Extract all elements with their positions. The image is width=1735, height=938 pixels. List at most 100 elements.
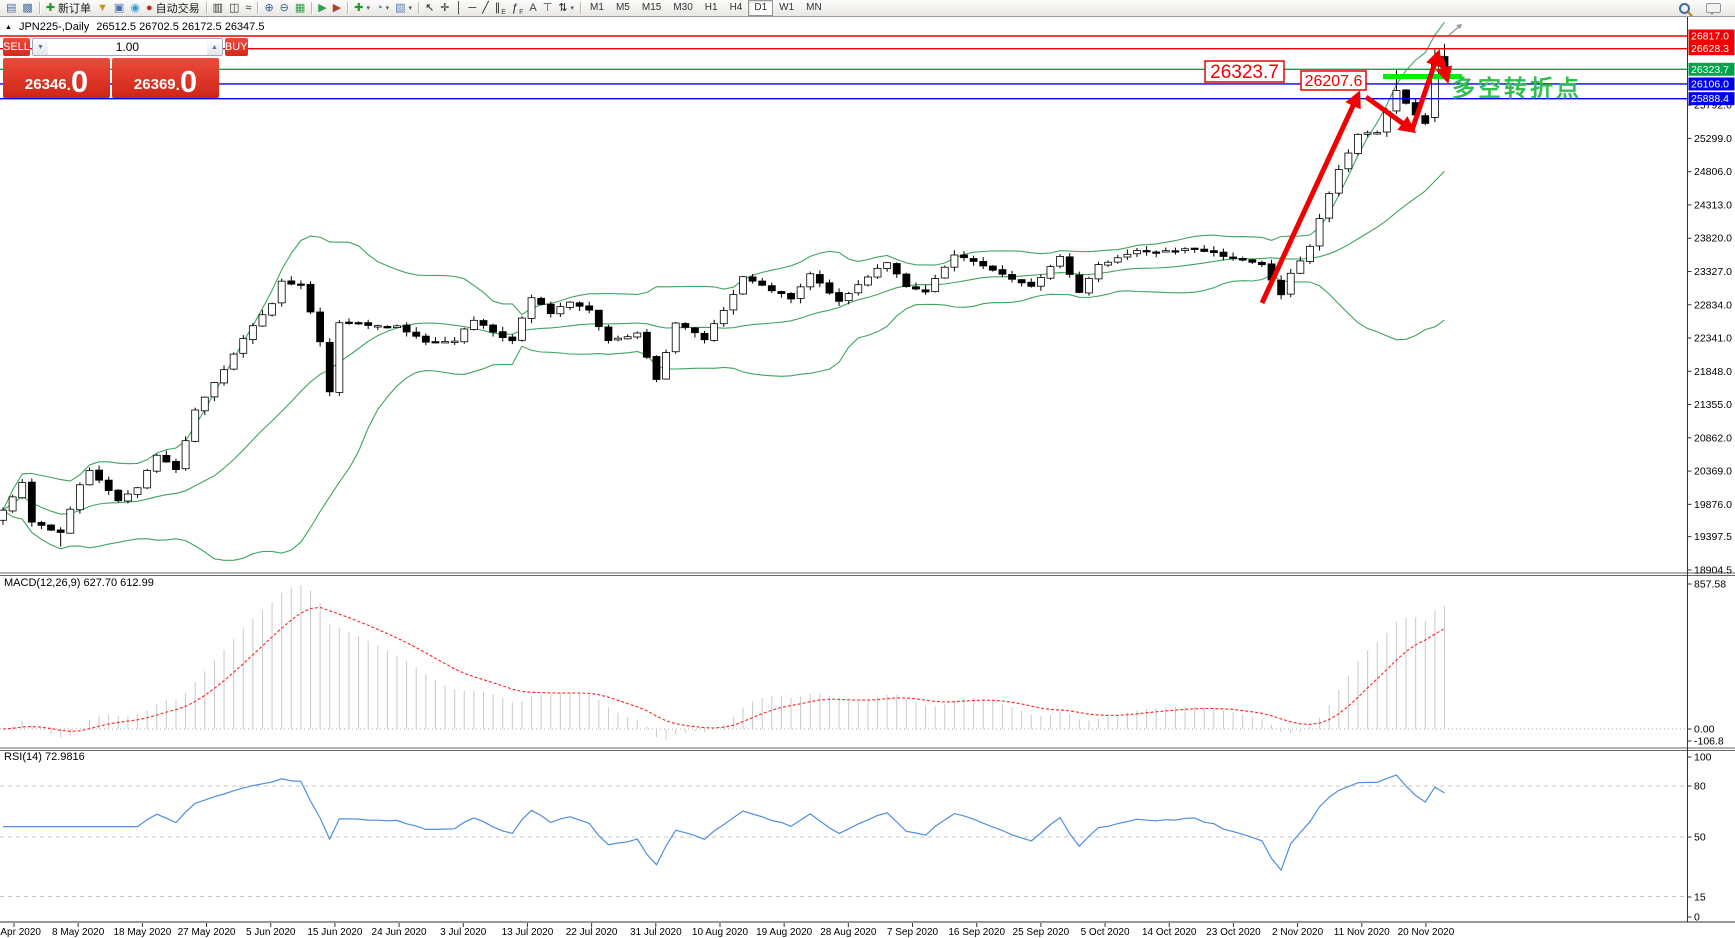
timeframe-mn[interactable]: MN: [806, 2, 822, 13]
svg-text:0: 0: [1694, 912, 1700, 924]
zoom-in-button[interactable]: ⊕: [261, 1, 276, 16]
svg-text:23 Oct 2020: 23 Oct 2020: [1206, 927, 1261, 938]
svg-text:0.00: 0.00: [1694, 724, 1715, 736]
vertical-line-button[interactable]: │: [453, 1, 466, 16]
svg-text:27 May 2020: 27 May 2020: [178, 927, 236, 938]
zoom-out-icon: ⊖: [279, 1, 289, 14]
svg-text:31 Jul 2020: 31 Jul 2020: [630, 927, 682, 938]
timeframe-h4[interactable]: H4: [729, 2, 743, 13]
svg-text:3 Jul 2020: 3 Jul 2020: [440, 927, 487, 938]
auto-scroll-button[interactable]: ▶: [315, 1, 329, 16]
zoom-in-icon: ⊕: [264, 1, 274, 14]
macd-pane[interactable]: [0, 585, 1687, 740]
rsi-pane[interactable]: [0, 774, 1687, 897]
line-chart-button[interactable]: ≈: [242, 1, 254, 16]
new-order-button: ✚: [45, 1, 56, 14]
annotations-layer[interactable]: 26323.7 26207.6 多空转折点: [1204, 24, 1582, 305]
svg-text:20 Nov 2020: 20 Nov 2020: [1398, 927, 1455, 938]
main-price-pane[interactable]: [0, 21, 1687, 561]
price-marker-26106: 26106.0: [1688, 77, 1735, 91]
new-chart-button[interactable]: ▤: [3, 1, 19, 16]
trend-arrow-1[interactable]: [1259, 90, 1361, 305]
data-window-button[interactable]: ▩: [19, 1, 35, 16]
price-axis[interactable]: 25792.025299.024806.024313.023820.023327…: [1687, 29, 1735, 924]
auto-scroll-icon: ▶: [318, 1, 327, 14]
svg-text:5 Jun 2020: 5 Jun 2020: [246, 927, 296, 938]
channel-button[interactable]: ∥ E: [492, 1, 509, 16]
indicators-button[interactable]: ✚ ▾: [351, 1, 373, 16]
price-callout-2[interactable]: 26207.6: [1300, 70, 1367, 91]
svg-text:19876.0: 19876.0: [1694, 499, 1732, 511]
trendline-button[interactable]: ╱: [479, 1, 492, 16]
candles-layer: [0, 43, 1449, 547]
chat-button[interactable]: [1703, 1, 1724, 16]
svg-text:13 Jul 2020: 13 Jul 2020: [502, 927, 554, 938]
search-button[interactable]: [1676, 1, 1693, 16]
arrows-button[interactable]: ⇅ ▾: [555, 1, 577, 16]
periods-button[interactable]: ◔ ▾: [373, 1, 392, 16]
depth-of-market-button[interactable]: ▼: [94, 1, 111, 16]
timeframe-h1[interactable]: H1: [704, 2, 718, 13]
svg-text:18904.5: 18904.5: [1694, 564, 1732, 576]
price-marker-25888.4: 25888.4: [1688, 92, 1735, 106]
new-order-button[interactable]: ✚ 新订单: [43, 1, 94, 16]
trend-arrow-4[interactable]: [1435, 56, 1453, 84]
signal-button[interactable]: ◉: [127, 1, 143, 16]
arrows-icon: ⇅: [558, 1, 568, 14]
toolbar-separator: [580, 2, 582, 14]
toolbar-separator: [418, 2, 420, 14]
timeframe-m15[interactable]: M15: [641, 2, 662, 13]
pane-separators[interactable]: [0, 572, 1735, 751]
bar-chart-button[interactable]: ▥: [210, 1, 226, 16]
templates-button[interactable]: ▧ ▾: [392, 1, 415, 16]
volume-decrease-button[interactable]: ▼: [32, 39, 48, 55]
svg-text:20369.0: 20369.0: [1694, 466, 1732, 478]
chart-shift-button[interactable]: ▶: [330, 1, 344, 16]
candlestick-chart-button[interactable]: ◫: [226, 1, 242, 16]
cursor-button[interactable]: ↖: [422, 1, 437, 16]
timeframe-m30[interactable]: M30: [673, 2, 693, 13]
sell-price-dot: .: [66, 77, 71, 94]
volume-stepper: ▼ ▲: [31, 38, 223, 56]
indicators-icon: ✚: [354, 1, 364, 14]
crosshair-button[interactable]: ✛: [437, 1, 452, 16]
horizontal-lines[interactable]: [0, 35, 1687, 100]
volume-increase-button[interactable]: ▲: [206, 39, 222, 55]
toolbar-separator: [347, 2, 349, 14]
sell-button[interactable]: SELL: [3, 38, 30, 56]
buy-price[interactable]: 26369. 0: [112, 58, 219, 98]
sell-price[interactable]: 26346. 0: [3, 58, 110, 98]
svg-text:26106.0: 26106.0: [1691, 78, 1729, 90]
data-window-icon: ▩: [22, 1, 33, 14]
toolbar-separator: [311, 2, 313, 14]
timeframe-w1[interactable]: W1: [779, 2, 795, 13]
date-axis[interactable]: 29 Apr 2020 8 May 2020 18 May 2020 27 May 2…: [0, 923, 1455, 938]
zoom-out-button[interactable]: ⊖: [277, 1, 292, 16]
auto-trading-button: ●: [145, 1, 153, 14]
text-label-button[interactable]: ⊤: [540, 1, 556, 16]
auto-trading-button[interactable]: ● 自动交易: [143, 1, 203, 16]
terminal-button[interactable]: ▣: [111, 1, 127, 16]
highlight-bar[interactable]: [1383, 74, 1462, 79]
trend-arrow-2[interactable]: [1364, 94, 1417, 133]
volume-input[interactable]: [47, 39, 207, 55]
tile-windows-button[interactable]: ▦: [292, 1, 308, 16]
horizontal-line-button[interactable]: ─: [465, 1, 479, 16]
timeframe-m1[interactable]: M1: [590, 2, 604, 13]
timeframe-m5[interactable]: M5: [615, 2, 630, 13]
svg-text:28 Aug 2020: 28 Aug 2020: [820, 927, 877, 938]
rsi-line: [3, 774, 1445, 872]
text-button[interactable]: A: [526, 1, 539, 16]
arrows-icon-caret: ▾: [570, 5, 575, 12]
periods-icon-caret: ▾: [385, 5, 390, 12]
svg-text:29 Apr 2020: 29 Apr 2020: [0, 927, 41, 938]
buy-button[interactable]: BUY: [224, 38, 248, 56]
price-callout-1[interactable]: 26323.7: [1204, 60, 1285, 83]
trend-arrow-3[interactable]: [1409, 49, 1443, 131]
svg-text:5 Oct 2020: 5 Oct 2020: [1081, 927, 1130, 938]
collapse-icon[interactable]: ▲: [5, 23, 12, 31]
cn-annotation-text[interactable]: 多空转折点: [1452, 75, 1582, 101]
timeframe-d1[interactable]: D1: [748, 0, 774, 16]
